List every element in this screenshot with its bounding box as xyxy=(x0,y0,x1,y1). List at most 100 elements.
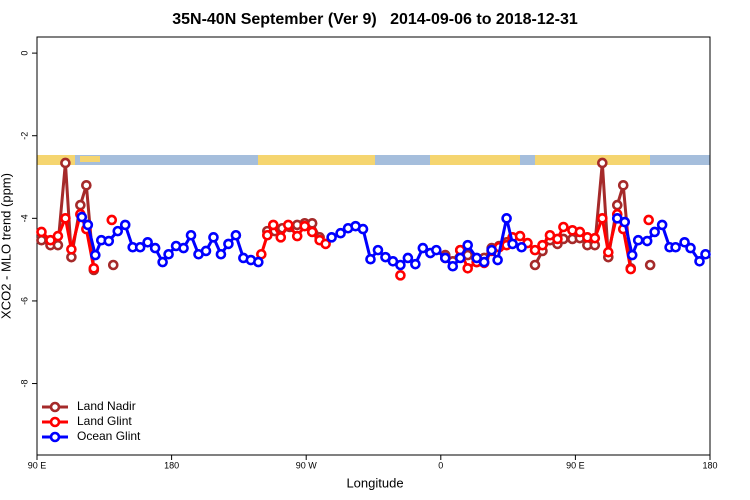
point xyxy=(694,255,705,267)
point xyxy=(106,214,118,226)
point xyxy=(685,242,696,254)
point xyxy=(617,179,629,191)
point xyxy=(417,242,429,254)
point xyxy=(679,236,690,248)
y-tick-label: -8 xyxy=(19,380,29,388)
y-tick-label: -4 xyxy=(19,214,29,222)
point xyxy=(501,213,512,224)
x-tick-label: 0 xyxy=(438,460,443,470)
chart-title: 35N-40N September (Ver 9) 2014-09-06 to … xyxy=(172,11,578,28)
point xyxy=(88,263,100,274)
point xyxy=(326,232,337,243)
point xyxy=(644,259,656,271)
point xyxy=(208,232,219,243)
point xyxy=(200,245,212,257)
point xyxy=(649,226,660,238)
point xyxy=(625,263,637,275)
point xyxy=(478,256,490,268)
point xyxy=(558,221,569,233)
point xyxy=(215,248,227,260)
point xyxy=(603,246,614,258)
point xyxy=(641,235,653,247)
series-line xyxy=(41,163,650,270)
point xyxy=(223,238,234,250)
point xyxy=(492,254,503,266)
point xyxy=(632,234,644,246)
point xyxy=(81,179,92,191)
point xyxy=(529,244,541,256)
x-tick-label: 90 E xyxy=(28,460,47,470)
point xyxy=(597,157,608,169)
point xyxy=(431,244,442,256)
point xyxy=(66,244,77,255)
point xyxy=(402,252,414,264)
point xyxy=(454,252,466,264)
x-tick-label: 180 xyxy=(164,460,179,470)
point xyxy=(372,244,384,256)
point xyxy=(262,229,273,241)
point xyxy=(36,234,47,246)
point xyxy=(163,248,174,260)
legend-marker xyxy=(49,401,61,413)
point xyxy=(507,238,518,250)
point xyxy=(365,253,376,265)
point xyxy=(335,227,346,239)
x-tick-label: 180 xyxy=(702,460,717,470)
point xyxy=(597,213,608,224)
point xyxy=(76,211,88,223)
point xyxy=(253,256,264,268)
point xyxy=(36,226,47,238)
point xyxy=(380,251,391,263)
map-strip xyxy=(37,155,710,165)
point xyxy=(112,225,124,237)
point xyxy=(306,226,318,238)
point xyxy=(107,259,119,271)
point xyxy=(537,239,548,251)
point xyxy=(45,234,56,246)
point xyxy=(178,242,189,254)
point xyxy=(291,230,303,242)
x-axis-label: Longitude xyxy=(346,475,403,490)
point xyxy=(643,214,654,226)
point xyxy=(90,249,101,261)
x-tick-label: 90 E xyxy=(566,460,585,470)
point xyxy=(447,260,459,272)
point xyxy=(552,233,563,245)
point xyxy=(611,199,623,211)
point xyxy=(395,259,406,271)
point xyxy=(619,216,631,228)
point xyxy=(320,238,331,250)
point xyxy=(439,252,451,264)
point xyxy=(103,235,115,247)
point xyxy=(700,248,711,260)
point xyxy=(626,249,638,261)
point xyxy=(299,220,311,232)
point xyxy=(462,263,474,274)
point xyxy=(157,256,168,268)
point xyxy=(395,270,406,281)
y-tick-label: 0 xyxy=(19,51,29,56)
point xyxy=(670,241,681,253)
point xyxy=(589,232,601,244)
plot-frame xyxy=(36,36,711,456)
point xyxy=(149,242,161,254)
point xyxy=(275,232,287,243)
point xyxy=(357,223,369,235)
point xyxy=(60,213,71,224)
point xyxy=(82,219,94,231)
point xyxy=(142,236,153,248)
point xyxy=(134,241,146,253)
y-axis-label: XCO2 - MLO trend (ppm) xyxy=(0,173,13,319)
point xyxy=(230,229,242,241)
legend-marker xyxy=(49,416,61,428)
y-tick-label: -2 xyxy=(19,132,29,140)
legend-label: Land Nadir xyxy=(77,399,136,413)
point xyxy=(574,226,586,238)
point xyxy=(656,219,668,231)
point xyxy=(267,219,279,231)
point xyxy=(514,230,526,242)
x-tick-label: 90 W xyxy=(296,460,318,470)
point xyxy=(75,199,86,211)
